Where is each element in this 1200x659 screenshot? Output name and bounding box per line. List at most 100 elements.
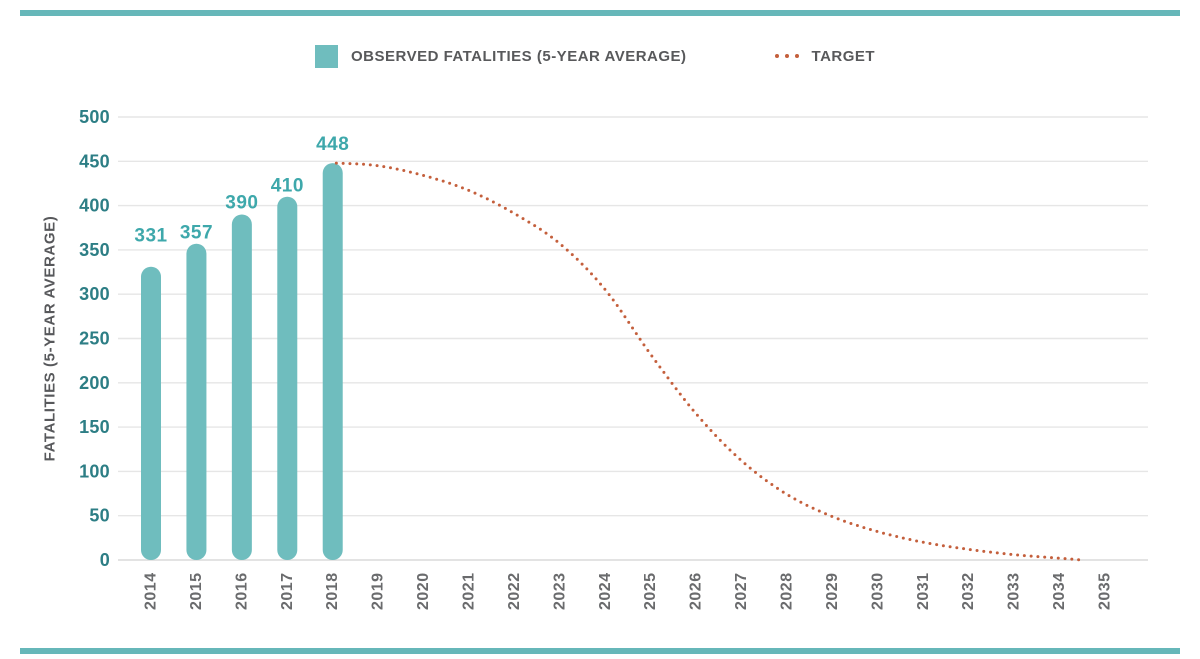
target-curve-dot [718, 438, 722, 442]
y-tick-label: 200 [79, 373, 110, 393]
target-curve-dot [570, 253, 574, 257]
target-curve-dot [901, 536, 905, 540]
target-curve-dot [875, 529, 879, 533]
observed-bar [231, 214, 252, 560]
x-tick-label: 2015 [188, 572, 205, 610]
target-curve-dot [580, 262, 584, 266]
target-curve-dot [678, 392, 682, 396]
target-curve-dot [1036, 555, 1040, 559]
target-curve-dot [1002, 552, 1006, 556]
target-curve-dot [341, 161, 345, 165]
target-curve-dot [843, 519, 847, 523]
target-curve-dot [948, 545, 952, 549]
target-curve-dot [473, 191, 477, 195]
target-curve-dot [1056, 556, 1060, 560]
target-curve-dot [382, 165, 386, 169]
target-curve-dot [955, 546, 959, 550]
target-curve-dot [687, 403, 691, 407]
target-curve-dot [362, 162, 366, 166]
target-curve-dot [599, 282, 603, 286]
target-curve-dot [1029, 554, 1033, 558]
target-curve-dot [704, 423, 708, 427]
target-curve-dot [402, 169, 406, 173]
target-curve-dot [603, 287, 607, 291]
target-curve-dot [479, 194, 483, 198]
target-curve-dot [654, 359, 658, 363]
target-curve-dot [855, 524, 859, 528]
target-curve-dot [611, 298, 615, 302]
target-curve-dot [662, 370, 666, 374]
target-curve-dot [627, 320, 631, 324]
observed-bars-group: 331 357 390 410 448 [134, 134, 349, 561]
target-curve-dot [817, 509, 821, 513]
target-dotted-curve-group [334, 161, 1081, 562]
target-curve-dot [733, 453, 737, 457]
target-curve-dot [743, 462, 747, 466]
y-axis-title: FATALITIES (5-YEAR AVERAGE) [42, 216, 59, 462]
target-curve-dot [658, 365, 662, 369]
target-curve-dot [811, 506, 815, 510]
target-curve-dot [1077, 558, 1081, 562]
target-curve-dot [928, 542, 932, 546]
x-tick-label: 2028 [779, 572, 796, 610]
target-curve-dot [467, 188, 471, 192]
x-tick-label: 2017 [279, 572, 296, 610]
target-curve-dot [375, 164, 379, 168]
target-curve-dot [615, 304, 619, 308]
target-curve-dot [550, 235, 554, 239]
x-tick-label: 2027 [733, 572, 750, 610]
x-tick-label: 2024 [597, 572, 614, 610]
bar-value-label: 357 [180, 223, 213, 244]
target-curve-dot [533, 224, 537, 228]
target-curve-dot [638, 337, 642, 341]
target-curve-dot [759, 475, 763, 479]
target-curve-dot [334, 161, 338, 165]
target-curve-dot [770, 483, 774, 487]
target-curve-dot [428, 175, 432, 179]
target-curve-dot [989, 550, 993, 554]
target-curve-dot [691, 408, 695, 412]
observed-legend-swatch-icon [315, 44, 338, 68]
target-curve-dot [728, 448, 732, 452]
target-curve-dot [509, 210, 513, 214]
target-curve-dot [408, 170, 412, 174]
target-curve-dot [503, 206, 507, 210]
target-curve-dot [975, 548, 979, 552]
target-curve-dot [799, 500, 803, 504]
x-tick-label: 2023 [551, 572, 568, 610]
target-curve-dot [748, 466, 752, 470]
target-curve-dot [666, 376, 670, 380]
target-curve-dot [787, 494, 791, 498]
target-curve-dot [674, 387, 678, 391]
target-curve-dot [460, 186, 464, 190]
y-tick-label: 350 [79, 240, 110, 260]
target-curve-dot [1063, 557, 1067, 561]
target-curve-dot [670, 381, 674, 385]
bar-value-label: 390 [225, 192, 258, 213]
x-tick-label: 2025 [642, 572, 659, 610]
bottom-border-rule [20, 648, 1180, 654]
target-curve-dot [589, 272, 593, 276]
target-curve-dot [935, 543, 939, 547]
target-legend-label: TARGET [811, 47, 876, 65]
target-curve-dot [714, 433, 718, 437]
x-tick-label: 2030 [869, 572, 886, 610]
target-curve-dot [521, 217, 525, 221]
target-curve-dot [485, 197, 489, 201]
x-tick-label: 2035 [1097, 572, 1114, 610]
y-tick-label: 250 [79, 329, 110, 349]
target-curve-dot [941, 544, 945, 548]
target-curve-dot [395, 167, 399, 171]
target-curve-dot [348, 162, 352, 166]
target-curve-dot [849, 521, 853, 525]
y-tick-label: 400 [79, 196, 110, 216]
y-tick-label: 300 [79, 284, 110, 304]
target-curve-dot [565, 248, 569, 252]
y-axis-tick-labels-group: 0 50 100 150 200 250 300 350 400 450 500 [79, 107, 110, 570]
target-curve-dot [544, 231, 548, 235]
target-curve-dot [575, 257, 579, 261]
x-tick-label: 2026 [688, 572, 705, 610]
observed-bar [141, 266, 161, 560]
target-curve-dot [585, 267, 589, 271]
